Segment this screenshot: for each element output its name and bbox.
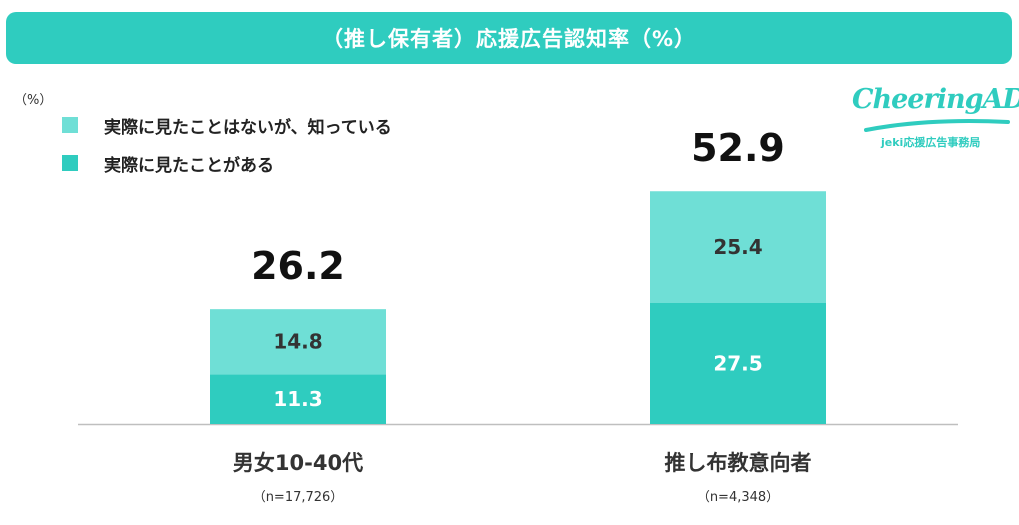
logo-wordmark: CheeringAD xyxy=(852,84,1019,115)
segment-value-label: 27.5 xyxy=(713,352,762,376)
sample-size-label: （n=4,348） xyxy=(697,490,779,505)
bar-segment-seen xyxy=(650,303,826,424)
legend: 実際に見たことはないが、知っている 実際に見たことがある xyxy=(62,106,392,182)
segment-value-label: 14.8 xyxy=(273,330,322,354)
bar-segment-seen-not xyxy=(650,191,826,303)
logo-swoosh-icon xyxy=(864,119,1010,132)
legend-item-seen: 実際に見たことがある xyxy=(62,144,392,182)
bar-segment-seen xyxy=(210,374,386,424)
legend-label-seen: 実際に見たことがある xyxy=(104,155,274,176)
segment-value-label: 11.3 xyxy=(273,387,322,411)
bar-segment-seen-not xyxy=(210,309,386,375)
logo-subtitle: jeki応援広告事務局 xyxy=(881,136,981,149)
unit-label: （%） xyxy=(14,93,53,108)
category-label: 男女10-40代 xyxy=(233,451,363,475)
legend-label-seen-not: 実際に見たことはないが、知っている xyxy=(104,117,392,138)
legend-swatch-dark xyxy=(62,155,78,171)
cheering-ad-logo: CheeringAD jeki応援広告事務局 xyxy=(848,84,1019,154)
title-bar: （推し保有者）応援広告認知率（%） xyxy=(6,12,1012,64)
total-value-label: 52.9 xyxy=(691,126,785,170)
legend-item-seen-not: 実際に見たことはないが、知っている xyxy=(62,106,392,144)
legend-swatch-light xyxy=(62,117,78,133)
chart-title: （推し保有者）応援広告認知率（%） xyxy=(321,27,697,51)
segment-value-label: 25.4 xyxy=(713,235,762,259)
total-value-label: 26.2 xyxy=(251,244,345,288)
sample-size-label: （n=17,726） xyxy=(253,490,344,505)
category-label: 推し布教意向者 xyxy=(665,451,812,475)
